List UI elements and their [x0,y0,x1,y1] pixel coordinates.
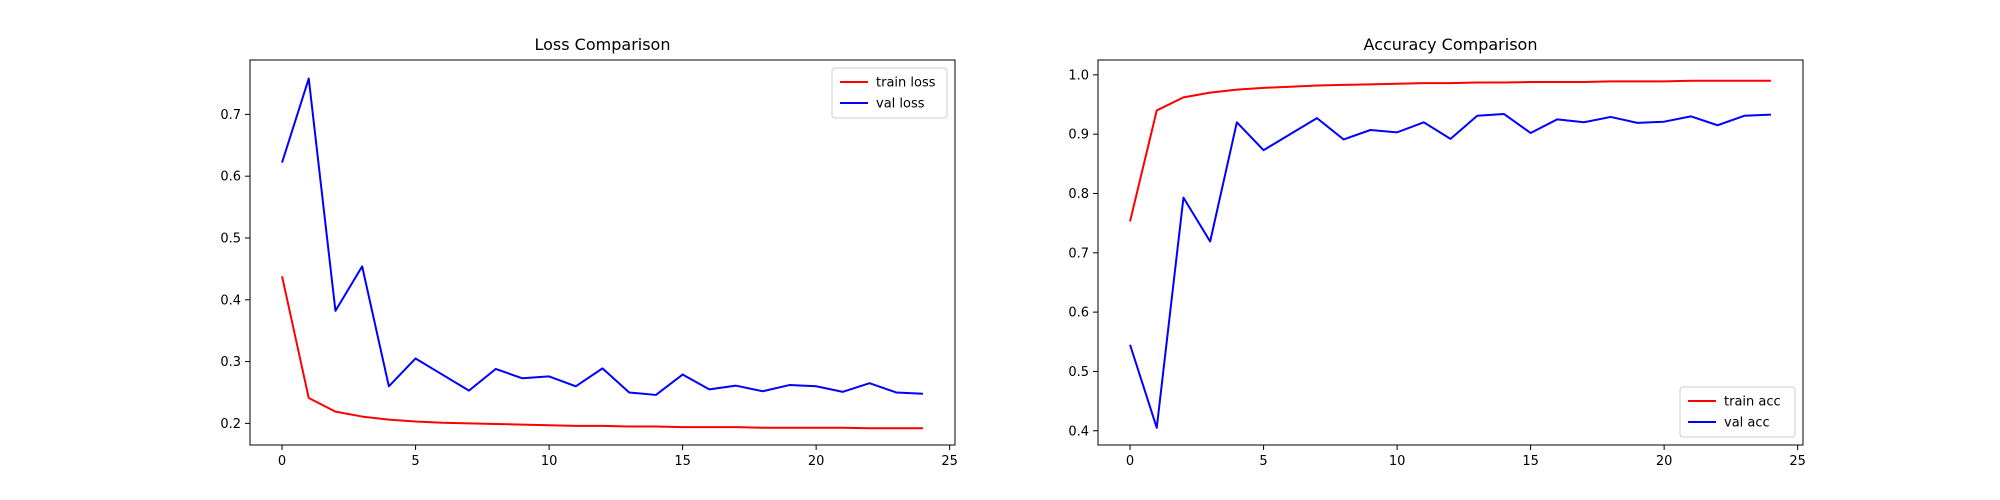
x-tick-label: 10 [541,454,558,469]
y-tick-label: 0.2 [220,417,241,432]
legend-box [1679,386,1796,438]
loss-chart: Loss Comparison 0 5 10 15 20 25 0.2 0.3 0.4 0.5 0.6… [220,35,958,469]
y-tick-label: 0.4 [220,293,241,308]
y-tick-label: 0.6 [220,170,241,185]
axes-frame [249,59,956,446]
legend-label: train acc [1724,395,1781,410]
x-tick-label: 20 [808,454,825,469]
accuracy-chart: Accuracy Comparison 0 5 10 15 20 25 0.4 0.5 0.6 0.… [1068,35,1806,469]
legend-box [831,67,948,119]
y-tick-label: 0.8 [1068,187,1089,202]
x-tick-label: 0 [278,454,286,469]
x-tick-label: 0 [1126,454,1134,469]
series-line-val-loss [281,77,923,396]
x-tick-label: 10 [1389,454,1406,469]
y-tick-label: 0.5 [220,231,241,246]
legend-label: val acc [1724,416,1770,431]
y-tick-label: 1.0 [1068,68,1089,83]
y-tick-label: 0.6 [1068,306,1089,321]
chart-title: Accuracy Comparison [1364,35,1538,54]
x-tick-label: 5 [1259,454,1267,469]
legend: train acc val acc [1679,386,1796,438]
series-line-train-loss [281,276,923,430]
series-line-train-acc [1129,79,1771,222]
y-tick-label: 0.3 [220,355,241,370]
y-tick-label: 0.5 [1068,365,1089,380]
y-tick-label: 0.7 [220,108,241,123]
y-tick-label: 0.4 [1068,424,1089,439]
chart-title: Loss Comparison [535,35,671,54]
legend-label: train loss [876,76,936,91]
y-tick-label: 0.7 [1068,246,1089,261]
series-line-val-acc [1129,112,1771,429]
x-tick-label: 5 [411,454,419,469]
y-tick-label: 0.9 [1068,128,1089,143]
legend: train loss val loss [831,67,948,119]
x-tick-label: 25 [941,454,958,469]
x-tick-label: 25 [1789,454,1806,469]
x-tick-label: 15 [1522,454,1539,469]
legend-label: val loss [876,97,925,112]
x-tick-label: 15 [674,454,691,469]
x-tick-label: 20 [1656,454,1673,469]
